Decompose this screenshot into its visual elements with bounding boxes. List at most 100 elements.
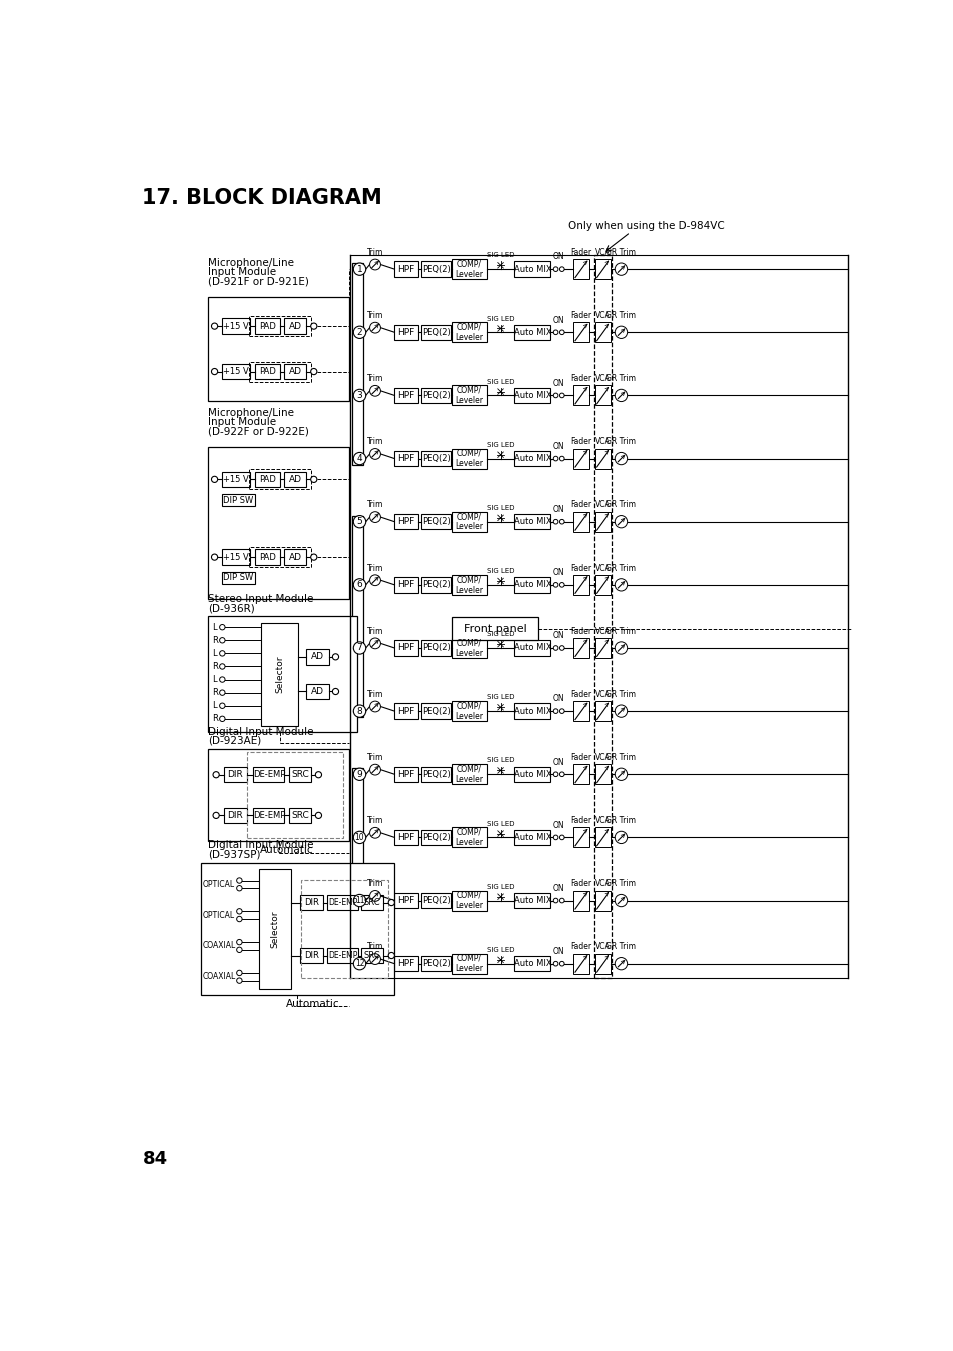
Text: +15 V: +15 V: [223, 367, 249, 376]
Text: COMP/
Leveler: COMP/ Leveler: [456, 576, 483, 594]
Bar: [421, 451, 451, 466]
Bar: [208, 297, 349, 401]
Text: HPF: HPF: [397, 834, 415, 842]
Circle shape: [311, 323, 316, 330]
Text: GR Trim: GR Trim: [606, 438, 636, 446]
Bar: [352, 769, 362, 970]
Bar: [222, 363, 250, 380]
Text: HPF: HPF: [397, 390, 415, 400]
Bar: [200, 863, 394, 996]
Text: HPF: HPF: [397, 581, 415, 589]
Circle shape: [615, 894, 627, 907]
Text: +15 V: +15 V: [223, 474, 249, 484]
Bar: [452, 765, 486, 785]
Text: Stereo Input Module: Stereo Input Module: [208, 594, 314, 604]
Text: Trim: Trim: [366, 690, 383, 698]
Circle shape: [353, 389, 365, 401]
Circle shape: [553, 582, 558, 588]
Text: PEQ(2): PEQ(2): [421, 643, 450, 653]
Text: SIG LED: SIG LED: [486, 442, 514, 447]
Text: Only when using the D-984VC: Only when using the D-984VC: [567, 222, 724, 231]
Text: HPF: HPF: [397, 959, 415, 969]
Text: Automatic: Automatic: [259, 846, 314, 855]
Bar: [514, 513, 550, 530]
Text: ON: ON: [553, 505, 564, 513]
Text: SIG LED: SIG LED: [486, 758, 514, 763]
Bar: [573, 954, 588, 974]
Circle shape: [311, 369, 316, 374]
Bar: [327, 894, 357, 911]
Text: VCA: VCA: [595, 311, 610, 320]
Circle shape: [212, 554, 217, 561]
Text: VCA: VCA: [595, 563, 610, 573]
Text: Selector: Selector: [274, 655, 284, 693]
Text: GR Trim: GR Trim: [606, 753, 636, 762]
Text: AD: AD: [311, 653, 324, 662]
Bar: [452, 890, 486, 911]
Text: PEQ(2): PEQ(2): [421, 959, 450, 969]
Circle shape: [615, 958, 627, 970]
Circle shape: [615, 705, 627, 717]
Circle shape: [615, 642, 627, 654]
Circle shape: [553, 898, 558, 902]
Circle shape: [236, 947, 242, 952]
Text: SIG LED: SIG LED: [486, 505, 514, 511]
Bar: [573, 323, 588, 342]
Text: (D-937SP): (D-937SP): [208, 850, 260, 859]
Bar: [253, 808, 284, 823]
Text: 84: 84: [142, 1150, 168, 1167]
Bar: [208, 748, 349, 842]
Text: PEQ(2): PEQ(2): [421, 834, 450, 842]
Text: 5: 5: [356, 517, 362, 526]
Text: 1: 1: [356, 265, 362, 274]
Text: Microphone/Line: Microphone/Line: [208, 258, 294, 267]
Text: R: R: [212, 662, 217, 671]
Circle shape: [558, 709, 563, 713]
Bar: [595, 701, 610, 721]
Text: COMP/
Leveler: COMP/ Leveler: [456, 638, 483, 658]
Text: ON: ON: [553, 694, 564, 704]
Text: VCA: VCA: [595, 247, 610, 257]
Text: GR Trim: GR Trim: [606, 500, 636, 509]
Circle shape: [219, 651, 225, 657]
Bar: [224, 767, 247, 782]
Circle shape: [388, 952, 394, 959]
Text: Trim: Trim: [366, 880, 383, 888]
Bar: [573, 765, 588, 785]
Text: ON: ON: [553, 253, 564, 262]
Text: HPF: HPF: [397, 770, 415, 778]
Text: VCA: VCA: [595, 438, 610, 446]
Text: Auto MIX: Auto MIX: [513, 581, 551, 589]
Text: +15 V: +15 V: [223, 322, 249, 331]
Bar: [421, 577, 451, 593]
Bar: [452, 638, 486, 658]
Text: Trim: Trim: [366, 627, 383, 636]
Bar: [352, 516, 362, 717]
Text: PEQ(2): PEQ(2): [421, 328, 450, 336]
Bar: [394, 577, 417, 593]
Text: (D-936R): (D-936R): [208, 604, 254, 613]
Circle shape: [353, 705, 365, 717]
Circle shape: [558, 393, 563, 397]
Bar: [514, 704, 550, 719]
Text: OPTICAL: OPTICAL: [202, 880, 234, 889]
Text: HPF: HPF: [397, 517, 415, 526]
Text: DE-EMP: DE-EMP: [253, 811, 285, 820]
Text: Fader: Fader: [570, 247, 591, 257]
Circle shape: [369, 701, 380, 712]
Text: SRC: SRC: [363, 898, 380, 907]
Text: R: R: [212, 688, 217, 697]
Text: AD: AD: [289, 474, 301, 484]
Text: GR Trim: GR Trim: [606, 816, 636, 825]
Text: ON: ON: [553, 947, 564, 957]
Circle shape: [236, 878, 242, 884]
Circle shape: [615, 326, 627, 339]
Text: ON: ON: [553, 884, 564, 893]
Text: PEQ(2): PEQ(2): [421, 770, 450, 778]
Bar: [421, 830, 451, 846]
Bar: [595, 890, 610, 911]
Circle shape: [615, 453, 627, 465]
Bar: [208, 447, 349, 600]
Bar: [421, 704, 451, 719]
Circle shape: [615, 831, 627, 843]
